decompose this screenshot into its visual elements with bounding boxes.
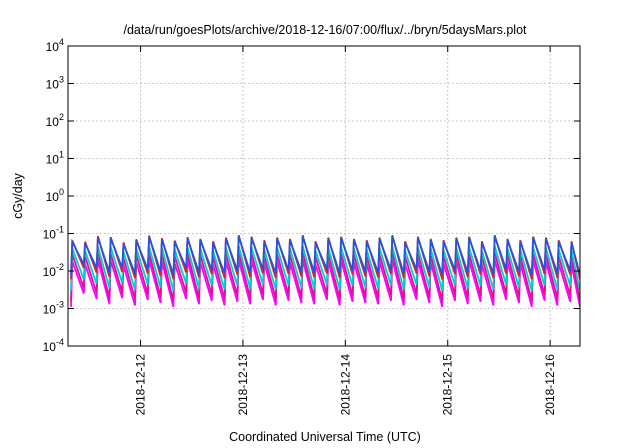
y-tick-labels: 10-4 10-3 10-2 10-1 100 101 102 103 104 bbox=[43, 37, 64, 354]
grid bbox=[68, 46, 580, 346]
y-tick-label: 103 bbox=[46, 75, 64, 92]
series-line bbox=[70, 235, 580, 275]
y-tick-label: 102 bbox=[46, 112, 64, 129]
series-layer bbox=[70, 234, 580, 308]
chart-title: /data/run/goesPlots/archive/2018-12-16/0… bbox=[123, 23, 527, 37]
x-tick-label: 2018-12-15 bbox=[441, 354, 455, 416]
y-tick-label: 10-2 bbox=[43, 262, 64, 279]
tick-marks bbox=[68, 45, 580, 347]
y-tick-label: 101 bbox=[46, 150, 64, 167]
y-tick-label: 10-3 bbox=[43, 300, 64, 317]
x-axis-title: Coordinated Universal Time (UTC) bbox=[229, 430, 421, 444]
y-tick-label: 10-1 bbox=[43, 225, 64, 242]
x-tick-label: 2018-12-16 bbox=[543, 354, 557, 416]
y-tick-label: 104 bbox=[46, 37, 64, 54]
series-line bbox=[70, 234, 580, 280]
x-tick-label: 2018-12-13 bbox=[236, 354, 250, 416]
y-axis-title: cGy/day bbox=[11, 172, 25, 219]
x-tick-label: 2018-12-12 bbox=[134, 354, 148, 416]
x-tick-labels: 2018-12-12 2018-12-13 2018-12-14 2018-12-15… bbox=[134, 354, 558, 416]
y-tick-label: 10-4 bbox=[43, 337, 64, 354]
y-tick-label: 100 bbox=[46, 187, 64, 204]
x-tick-label: 2018-12-14 bbox=[338, 354, 352, 416]
